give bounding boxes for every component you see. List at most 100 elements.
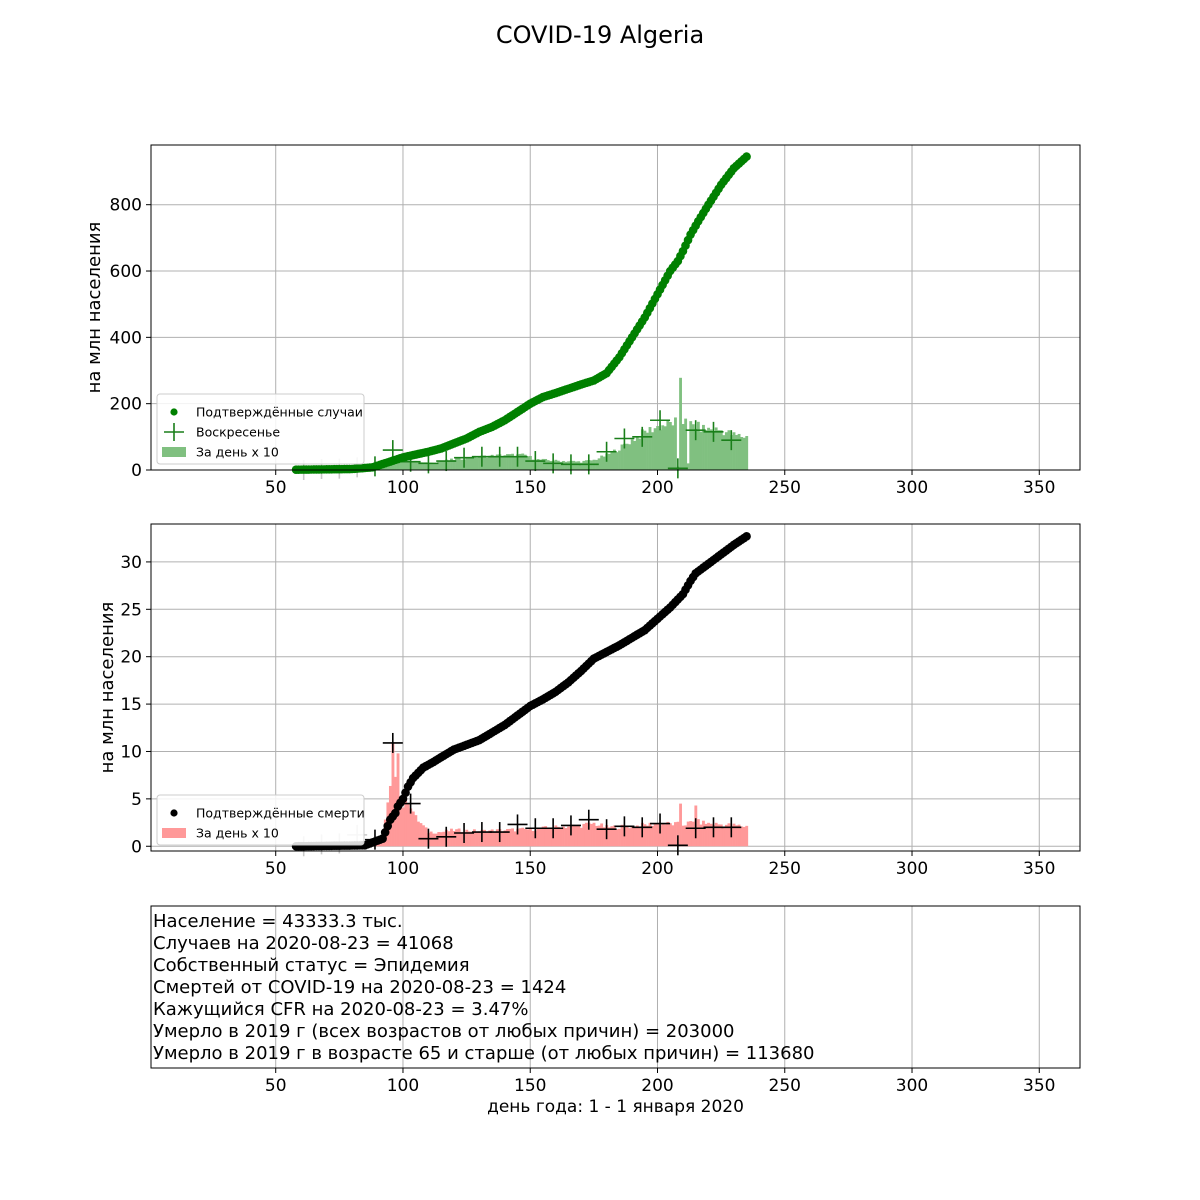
cases-sunday-marker bbox=[471, 446, 492, 467]
cases-daily-bar bbox=[722, 435, 726, 470]
deaths-daily-bar bbox=[483, 829, 486, 847]
cases-daily-bar bbox=[730, 435, 733, 470]
deaths-daily-bar bbox=[686, 821, 690, 847]
deaths-daily-bar bbox=[526, 829, 530, 847]
cases-daily-bar bbox=[625, 443, 629, 470]
deaths-y-axis-label: на млн населения bbox=[97, 602, 118, 774]
cases-daily-bar bbox=[539, 459, 542, 470]
deaths-sunday-marker bbox=[382, 732, 403, 753]
deaths-daily-bar bbox=[556, 826, 560, 847]
deaths-daily-bar bbox=[432, 833, 436, 847]
deaths-daily-bar bbox=[495, 829, 499, 847]
cases-daily-bar bbox=[623, 443, 626, 470]
deaths-daily-bar bbox=[508, 828, 512, 847]
cases-daily-bar bbox=[712, 431, 716, 470]
deaths-sunday-marker bbox=[578, 809, 599, 830]
deaths-panel: 50 100 150 200 250 300 350 0 5 10 15 20 25 30 на млн н… bbox=[97, 523, 1081, 879]
deaths-daily-bar bbox=[740, 826, 744, 847]
cases-sunday-marker bbox=[596, 441, 617, 462]
deaths-sunday-marker bbox=[489, 822, 510, 843]
deaths-daily-bar bbox=[493, 831, 497, 847]
cases-daily-bar bbox=[704, 430, 708, 470]
deaths-sunday-marker bbox=[650, 813, 671, 834]
deaths-daily-bar bbox=[689, 821, 693, 847]
deaths-daily-bar bbox=[467, 831, 471, 847]
deaths-daily-bar bbox=[707, 822, 710, 847]
cases-daily-bar bbox=[531, 459, 535, 470]
x-axis-label: день года: 1 - 1 января 2020 bbox=[487, 1097, 744, 1117]
cases-daily-bar bbox=[564, 461, 568, 470]
deaths-y-tick-label: 30 bbox=[120, 553, 142, 573]
cases-daily-bar bbox=[737, 433, 741, 470]
cases-daily-bar bbox=[478, 456, 481, 470]
deaths-sunday-marker bbox=[418, 828, 439, 849]
cases-cumulative-point bbox=[742, 152, 751, 161]
cases-daily-bar bbox=[671, 425, 675, 470]
info-x-tick-label: 250 bbox=[769, 1076, 801, 1096]
deaths-daily-bar bbox=[595, 825, 598, 847]
cases-daily-bar bbox=[633, 440, 637, 470]
deaths-daily-bar bbox=[447, 831, 451, 847]
deaths-daily-bar bbox=[602, 827, 606, 847]
cases-daily-bar bbox=[686, 463, 690, 470]
deaths-sunday-marker bbox=[560, 815, 581, 836]
deaths-daily-bar bbox=[419, 823, 423, 847]
deaths-daily-bar bbox=[455, 829, 458, 847]
info-x-tick-label: 350 bbox=[1023, 1076, 1055, 1096]
deaths-legend-label: Подтверждённые смерти bbox=[196, 806, 365, 821]
cases-daily-bar bbox=[414, 460, 418, 470]
cases-daily-bar bbox=[618, 450, 621, 470]
cases-daily-bar bbox=[653, 428, 657, 470]
cases-daily-bar bbox=[523, 454, 527, 470]
deaths-daily-bar bbox=[460, 831, 464, 847]
deaths-daily-bar bbox=[485, 832, 489, 847]
cases-daily-bar bbox=[549, 460, 553, 470]
cases-daily-bar bbox=[648, 427, 652, 470]
deaths-daily-bar bbox=[457, 828, 461, 847]
cases-daily-bar bbox=[536, 459, 540, 470]
cases-daily-bar bbox=[590, 460, 593, 470]
deaths-daily-bar bbox=[554, 825, 558, 847]
deaths-daily-bar bbox=[534, 830, 537, 847]
deaths-daily-bars bbox=[373, 742, 749, 847]
cases-cumulative-points bbox=[291, 152, 751, 474]
deaths-daily-bar bbox=[500, 831, 504, 847]
cases-daily-bar bbox=[422, 462, 425, 470]
deaths-daily-bar bbox=[597, 825, 601, 847]
deaths-daily-bar bbox=[475, 831, 479, 847]
info-x-tick-label: 200 bbox=[641, 1076, 673, 1096]
deaths-x-tick-label: 250 bbox=[769, 859, 801, 879]
cases-daily-bar bbox=[406, 461, 410, 470]
cases-daily-bar bbox=[612, 449, 616, 470]
deaths-legend-box bbox=[156, 794, 365, 846]
deaths-daily-bar bbox=[488, 830, 492, 847]
cases-daily-bar bbox=[579, 462, 583, 470]
deaths-daily-bar bbox=[442, 831, 446, 847]
cases-daily-bar bbox=[707, 427, 710, 470]
deaths-daily-bar bbox=[478, 831, 481, 847]
deaths-daily-bar bbox=[579, 827, 583, 847]
deaths-daily-bar bbox=[618, 828, 621, 847]
cases-daily-bar bbox=[646, 432, 649, 470]
deaths-daily-bar bbox=[404, 797, 408, 847]
cases-daily-bar bbox=[526, 456, 530, 470]
info-x-tick-label: 150 bbox=[514, 1076, 546, 1096]
cases-daily-bar bbox=[714, 427, 718, 470]
cases-legend-item: Подтверждённые случаи bbox=[170, 405, 363, 420]
deaths-daily-bar bbox=[727, 823, 731, 847]
deaths-legend-label: За день x 10 bbox=[196, 826, 279, 841]
deaths-sunday-marker bbox=[454, 822, 475, 843]
cases-daily-bar bbox=[600, 455, 604, 470]
deaths-daily-bar bbox=[704, 823, 708, 847]
cases-sunday-marker bbox=[650, 410, 671, 431]
deaths-frame bbox=[150, 523, 1081, 852]
deaths-daily-bar bbox=[643, 824, 647, 847]
cases-sunday-marker bbox=[525, 451, 546, 472]
cases-daily-bar bbox=[717, 430, 721, 470]
cases-daily-bar bbox=[745, 436, 749, 470]
cases-daily-bar bbox=[740, 437, 744, 470]
cases-daily-bar bbox=[668, 422, 672, 470]
deaths-daily-bar bbox=[539, 828, 542, 847]
info-line: Умерло в 2019 г (всех возрастов от любых… bbox=[153, 1021, 735, 1042]
